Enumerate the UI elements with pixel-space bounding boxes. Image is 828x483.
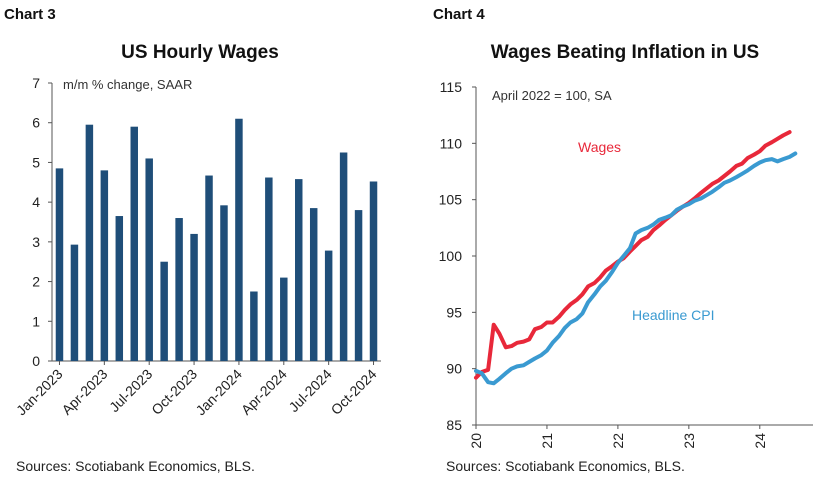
y-tick-label: 95 [446,304,462,320]
y-tick-label: 100 [439,248,463,264]
chart3-source: Sources: Scotiabank Economics, BLS. [16,458,255,474]
us-hourly-wages-chart: m/m % change, SAAR 01234567Jan-2023Apr-2… [13,75,381,419]
x-tick-label: 20 [468,433,484,449]
y-tick-label: 110 [440,135,463,151]
bar [280,277,288,361]
bar [265,177,273,361]
wages-series-label: Wages [578,139,621,155]
y-tick-label: 7 [32,75,40,91]
chart3-title: US Hourly Wages [121,42,279,63]
bar [235,118,243,361]
bar [100,170,109,361]
bar [70,244,79,361]
x-tick-label: 24 [752,433,768,449]
y-tick-label: 2 [32,274,40,290]
chart3-annotation: m/m % change, SAAR [63,77,192,92]
y-tick-label: 4 [32,194,40,210]
x-tick-label: Apr-2024 [238,366,290,418]
bar [55,168,64,361]
bar [175,218,183,361]
x-tick-label: Oct-2023 [148,366,200,418]
chart4-title: Wages Beating Inflation in US [490,42,760,63]
chart4-annotation: April 2022 = 100, SA [492,88,612,103]
bar [309,208,318,361]
bar [220,205,228,361]
chart3-label: Chart 3 [4,6,56,23]
x-tick-label: Jan-2024 [192,366,245,419]
series-line-wages [474,130,792,380]
bar [250,291,258,361]
bar [115,216,124,361]
series-line-headline-cpi [474,151,798,386]
chart4-label: Chart 4 [433,6,485,23]
y-tick-label: 0 [32,353,40,369]
cpi-series-label: Headline CPI [632,307,715,323]
chart4-source: Sources: Scotiabank Economics, BLS. [446,458,685,474]
y-tick-label: 115 [440,79,463,95]
y-tick-label: 6 [32,115,40,131]
bar [295,179,303,361]
x-tick-label: 23 [681,433,697,449]
bar [324,250,333,361]
bar [205,175,213,361]
y-tick-label: 1 [32,313,40,329]
y-tick-label: 90 [446,361,462,377]
bar [190,233,198,361]
y-tick-label: 85 [446,417,462,433]
y-tick-label: 5 [32,154,40,170]
y-tick-label: 105 [439,192,463,208]
bar [339,152,348,361]
x-tick-label: Apr-2023 [58,366,110,418]
x-tick-label: 21 [539,433,555,449]
x-tick-label: 22 [610,433,626,449]
bar [145,158,153,361]
x-tick-label: Oct-2024 [328,366,380,418]
bar [354,210,363,361]
bar [369,181,378,361]
y-tick-label: 3 [32,234,40,250]
x-tick-label: Jan-2023 [13,366,66,419]
bar [130,126,138,361]
bar [85,124,94,361]
bar [160,261,168,361]
